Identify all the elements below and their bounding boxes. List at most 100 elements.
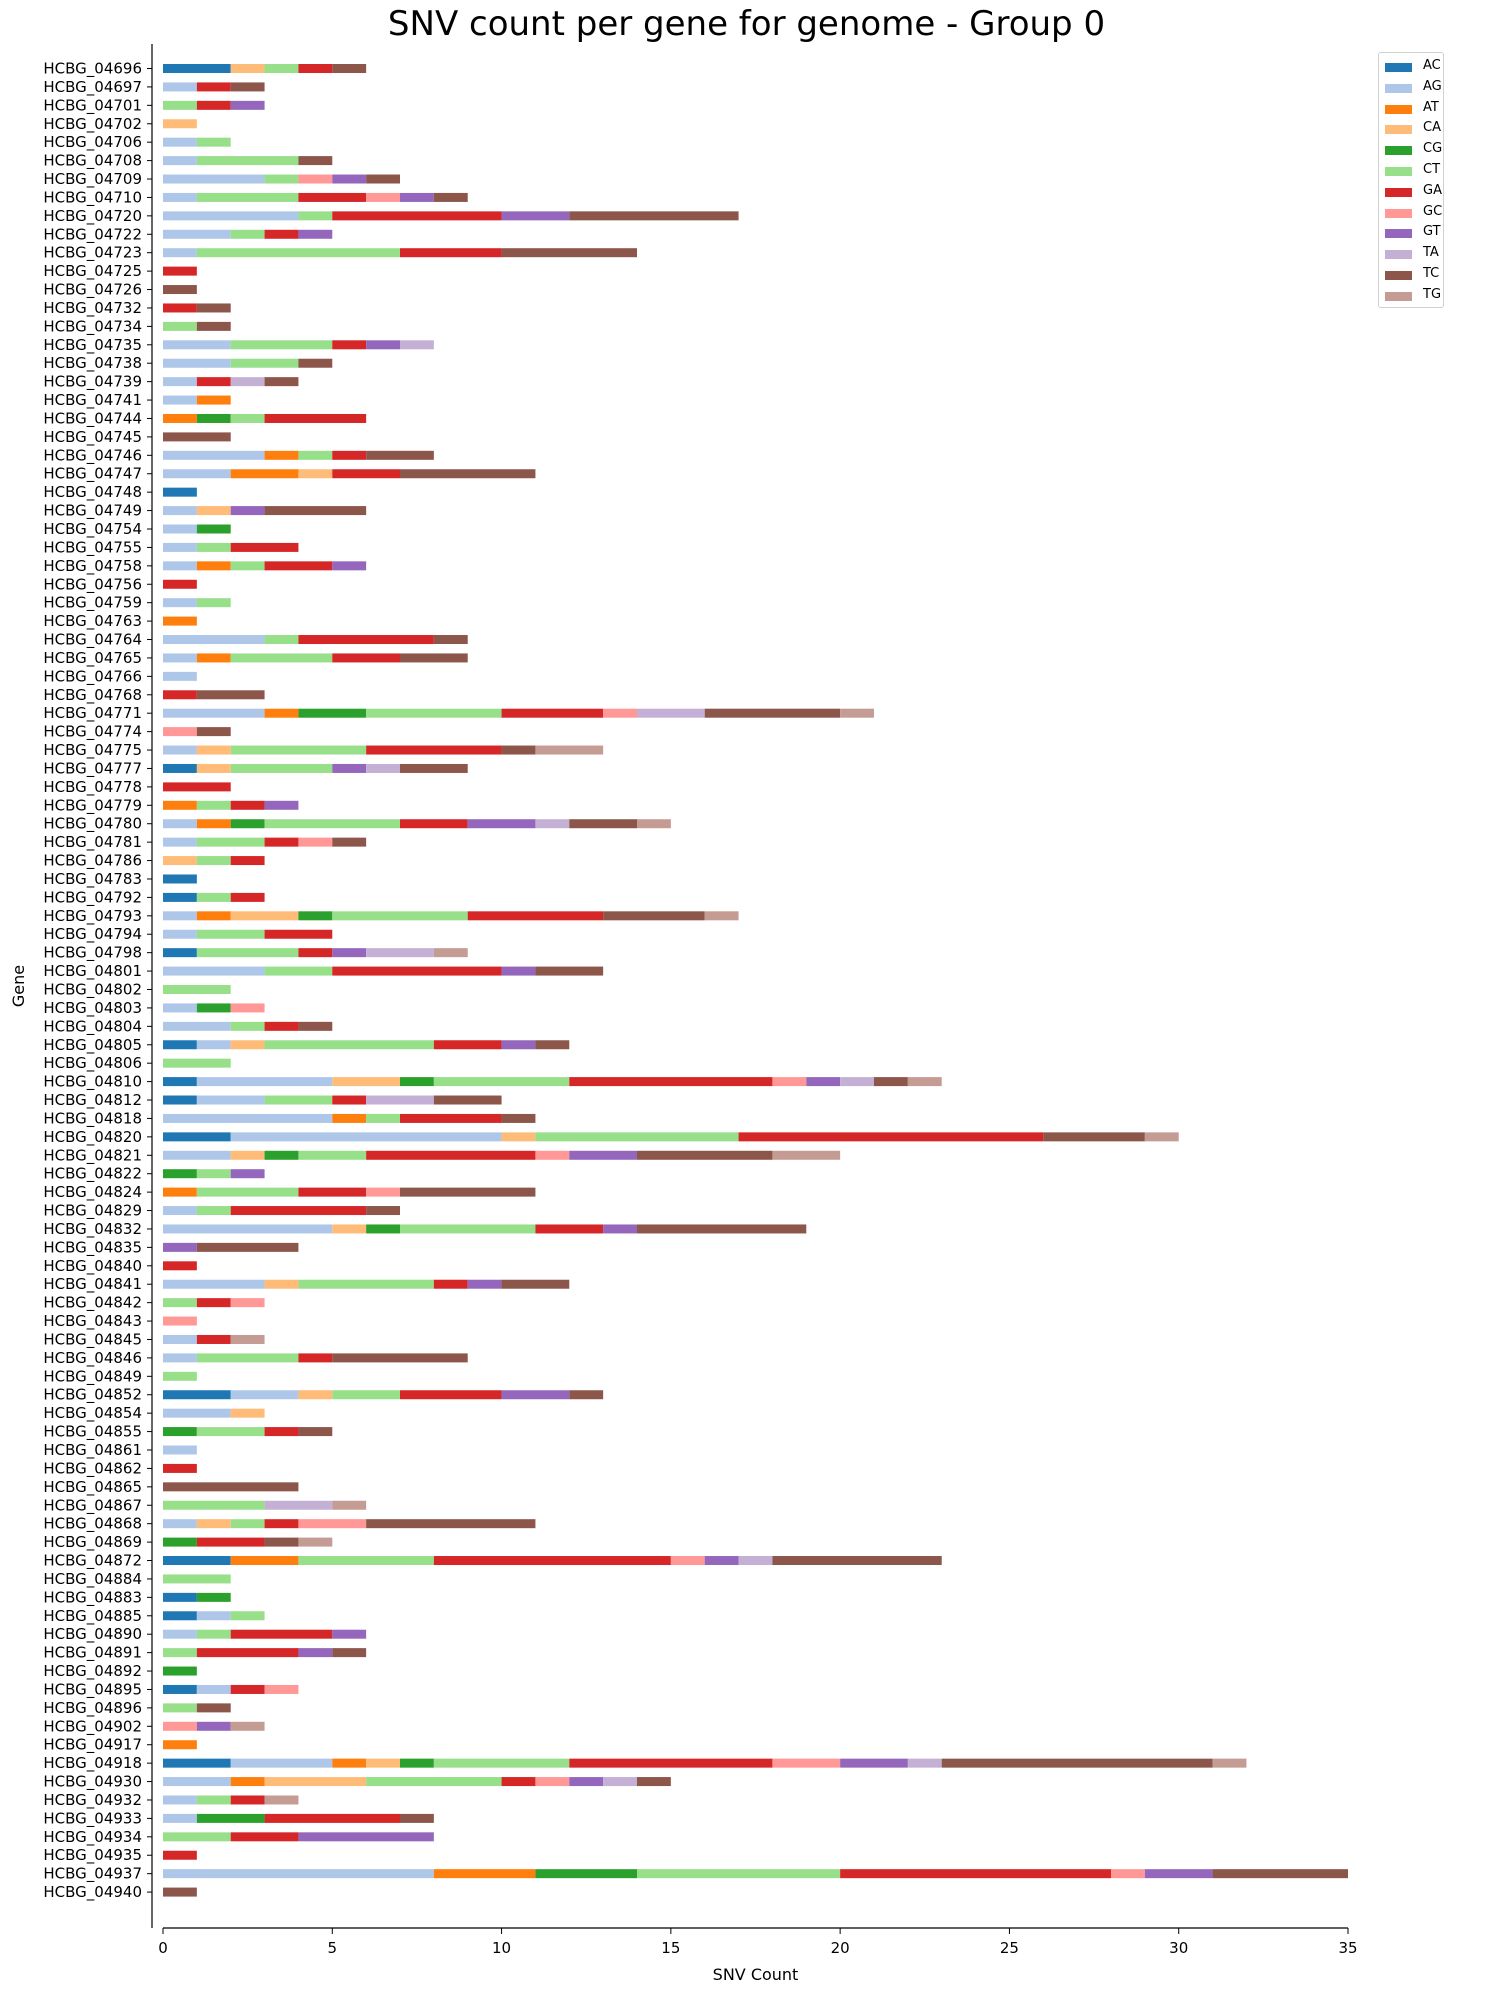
gene-label: HCBG_04774 bbox=[43, 723, 142, 742]
bar-segment-hcbg-04895-ag bbox=[196, 1684, 231, 1694]
bar-segment-hcbg-04801-ct bbox=[264, 966, 333, 976]
gene-label: HCBG_04890 bbox=[43, 1625, 142, 1644]
gene-label: HCBG_04932 bbox=[43, 1791, 142, 1810]
bar-segment-hcbg-04781-gc bbox=[298, 837, 333, 847]
bar-segment-hcbg-04868-ca bbox=[196, 1519, 231, 1529]
bar-segment-hcbg-04749-ca bbox=[196, 506, 231, 516]
bar-segment-hcbg-04872-at bbox=[230, 1556, 299, 1566]
bar-segment-hcbg-04804-ct bbox=[230, 1021, 265, 1031]
bar-segment-hcbg-04852-ct bbox=[332, 1390, 400, 1400]
bar-segment-hcbg-04758-gt bbox=[332, 561, 367, 571]
bar-segment-hcbg-04829-ag bbox=[163, 1206, 197, 1216]
gene-label: HCBG_04781 bbox=[43, 833, 142, 852]
gene-label: HCBG_04872 bbox=[43, 1552, 142, 1571]
bar-segment-hcbg-04735-ta bbox=[400, 340, 434, 350]
gene-label: HCBG_04768 bbox=[43, 686, 142, 705]
legend-item-tg: TG bbox=[1379, 286, 1443, 306]
bar-segment-hcbg-04895-ga bbox=[230, 1684, 265, 1694]
bar-segment-hcbg-04708-ct bbox=[196, 156, 299, 166]
gene-label: HCBG_04801 bbox=[43, 962, 142, 981]
bar-segment-hcbg-04812-tc bbox=[433, 1095, 502, 1105]
bar-segment-hcbg-04805-ga bbox=[433, 1040, 502, 1050]
bar-segment-hcbg-04932-ct bbox=[196, 1795, 231, 1805]
bar-segment-hcbg-04702-ca bbox=[163, 119, 197, 129]
bar-segment-hcbg-04771-gc bbox=[603, 708, 637, 718]
bar-segment-hcbg-04822-gt bbox=[230, 1169, 265, 1179]
legend-swatch bbox=[1385, 187, 1412, 197]
gene-label: HCBG_04745 bbox=[43, 428, 142, 447]
gene-label: HCBG_04902 bbox=[43, 1717, 142, 1736]
bar-segment-hcbg-04722-ga bbox=[264, 229, 299, 239]
legend-item-ag: AG bbox=[1379, 78, 1443, 98]
bar-segment-hcbg-04872-gt bbox=[704, 1556, 739, 1566]
bar-segment-hcbg-04792-ct bbox=[196, 892, 231, 902]
bar-segment-hcbg-04777-ac bbox=[163, 763, 197, 773]
bar-segment-hcbg-04793-ct bbox=[332, 911, 468, 921]
bar-segment-hcbg-04768-tc bbox=[196, 690, 265, 700]
bar-segment-hcbg-04940-tc bbox=[163, 1887, 197, 1897]
bar-segment-hcbg-04763-at bbox=[163, 616, 197, 626]
bar-segment-hcbg-04746-ag bbox=[163, 450, 265, 460]
bar-segment-hcbg-04835-gt bbox=[163, 1242, 197, 1252]
legend-item-tc: TC bbox=[1379, 265, 1443, 285]
bar-segment-hcbg-04775-ga bbox=[366, 745, 502, 755]
bar-segment-hcbg-04821-ca bbox=[230, 1150, 265, 1160]
gene-label: HCBG_04709 bbox=[43, 170, 142, 189]
bar-segment-hcbg-04780-tg bbox=[637, 819, 671, 829]
bar-segment-hcbg-04801-ga bbox=[332, 966, 502, 976]
legend-label: CG bbox=[1423, 141, 1443, 157]
gene-label: HCBG_04892 bbox=[43, 1662, 142, 1681]
bar-segment-hcbg-04804-tc bbox=[298, 1021, 333, 1031]
bar-segment-hcbg-04841-ca bbox=[264, 1279, 299, 1289]
bar-segment-hcbg-04842-ga bbox=[196, 1298, 231, 1308]
bar-segment-hcbg-04805-gt bbox=[501, 1040, 536, 1050]
bar-segment-hcbg-04918-ga bbox=[569, 1758, 773, 1768]
bar-segment-hcbg-04930-gt bbox=[569, 1777, 604, 1787]
bar-segment-hcbg-04781-ct bbox=[196, 837, 265, 847]
bar-segment-hcbg-04744-cg bbox=[196, 413, 231, 423]
bar-segment-hcbg-04771-ag bbox=[163, 708, 265, 718]
bar-segment-hcbg-04933-ag bbox=[163, 1813, 197, 1823]
legend-label: TG bbox=[1423, 286, 1442, 302]
bar-segment-hcbg-04884-ct bbox=[163, 1574, 231, 1584]
bar-segment-hcbg-04932-ga bbox=[230, 1795, 265, 1805]
bar-segment-hcbg-04739-ga bbox=[196, 377, 231, 387]
bar-segment-hcbg-04868-ct bbox=[230, 1519, 265, 1529]
legend-item-ac: AC bbox=[1379, 57, 1443, 77]
bar-segment-hcbg-04872-ct bbox=[298, 1556, 434, 1566]
bar-segment-hcbg-04890-gt bbox=[332, 1629, 367, 1639]
bar-segment-hcbg-04902-tg bbox=[230, 1721, 265, 1731]
legend-label: GT bbox=[1423, 224, 1441, 240]
chart-legend: AC AG AT CA CG CT GA GC GT TA TC TG bbox=[1378, 52, 1444, 308]
bar-segment-hcbg-04812-ga bbox=[332, 1095, 367, 1105]
bar-segment-hcbg-04766-ag bbox=[163, 671, 197, 681]
bar-segment-hcbg-04820-ct bbox=[535, 1132, 739, 1142]
bar-segment-hcbg-04722-ag bbox=[163, 229, 231, 239]
bar-segment-hcbg-04746-ct bbox=[298, 450, 333, 460]
bar-segment-hcbg-04891-tc bbox=[332, 1648, 367, 1658]
legend-item-at: AT bbox=[1379, 99, 1443, 119]
bar-segment-hcbg-04896-ct bbox=[163, 1703, 197, 1713]
bar-segment-hcbg-04933-ga bbox=[264, 1813, 400, 1823]
bar-segment-hcbg-04723-ga bbox=[400, 248, 502, 258]
gene-label: HCBG_04755 bbox=[43, 538, 142, 557]
x-tick-label: 35 bbox=[1338, 1939, 1357, 1957]
bar-segment-hcbg-04710-gt bbox=[400, 192, 434, 202]
bar-segment-hcbg-04810-ct bbox=[433, 1077, 570, 1087]
bar-segment-hcbg-04821-cg bbox=[264, 1150, 299, 1160]
gene-label: HCBG_04805 bbox=[43, 1036, 142, 1055]
bar-segment-hcbg-04854-ag bbox=[163, 1408, 231, 1418]
x-tick-label: 25 bbox=[1000, 1939, 1019, 1957]
bar-segment-hcbg-04777-ct bbox=[230, 763, 333, 773]
bar-segment-hcbg-04771-cg bbox=[298, 708, 367, 718]
gene-label: HCBG_04759 bbox=[43, 594, 142, 613]
gene-label: HCBG_04818 bbox=[43, 1109, 142, 1128]
bar-segment-hcbg-04829-tc bbox=[366, 1206, 400, 1216]
bar-segment-hcbg-04747-ca bbox=[298, 469, 333, 479]
bar-segment-hcbg-04832-ga bbox=[535, 1224, 604, 1234]
bar-segment-hcbg-04810-ga bbox=[569, 1077, 773, 1087]
bar-segment-hcbg-04810-tg bbox=[907, 1077, 942, 1087]
bar-segment-hcbg-04810-ca bbox=[332, 1077, 400, 1087]
x-tick-label: 30 bbox=[1169, 1939, 1188, 1957]
